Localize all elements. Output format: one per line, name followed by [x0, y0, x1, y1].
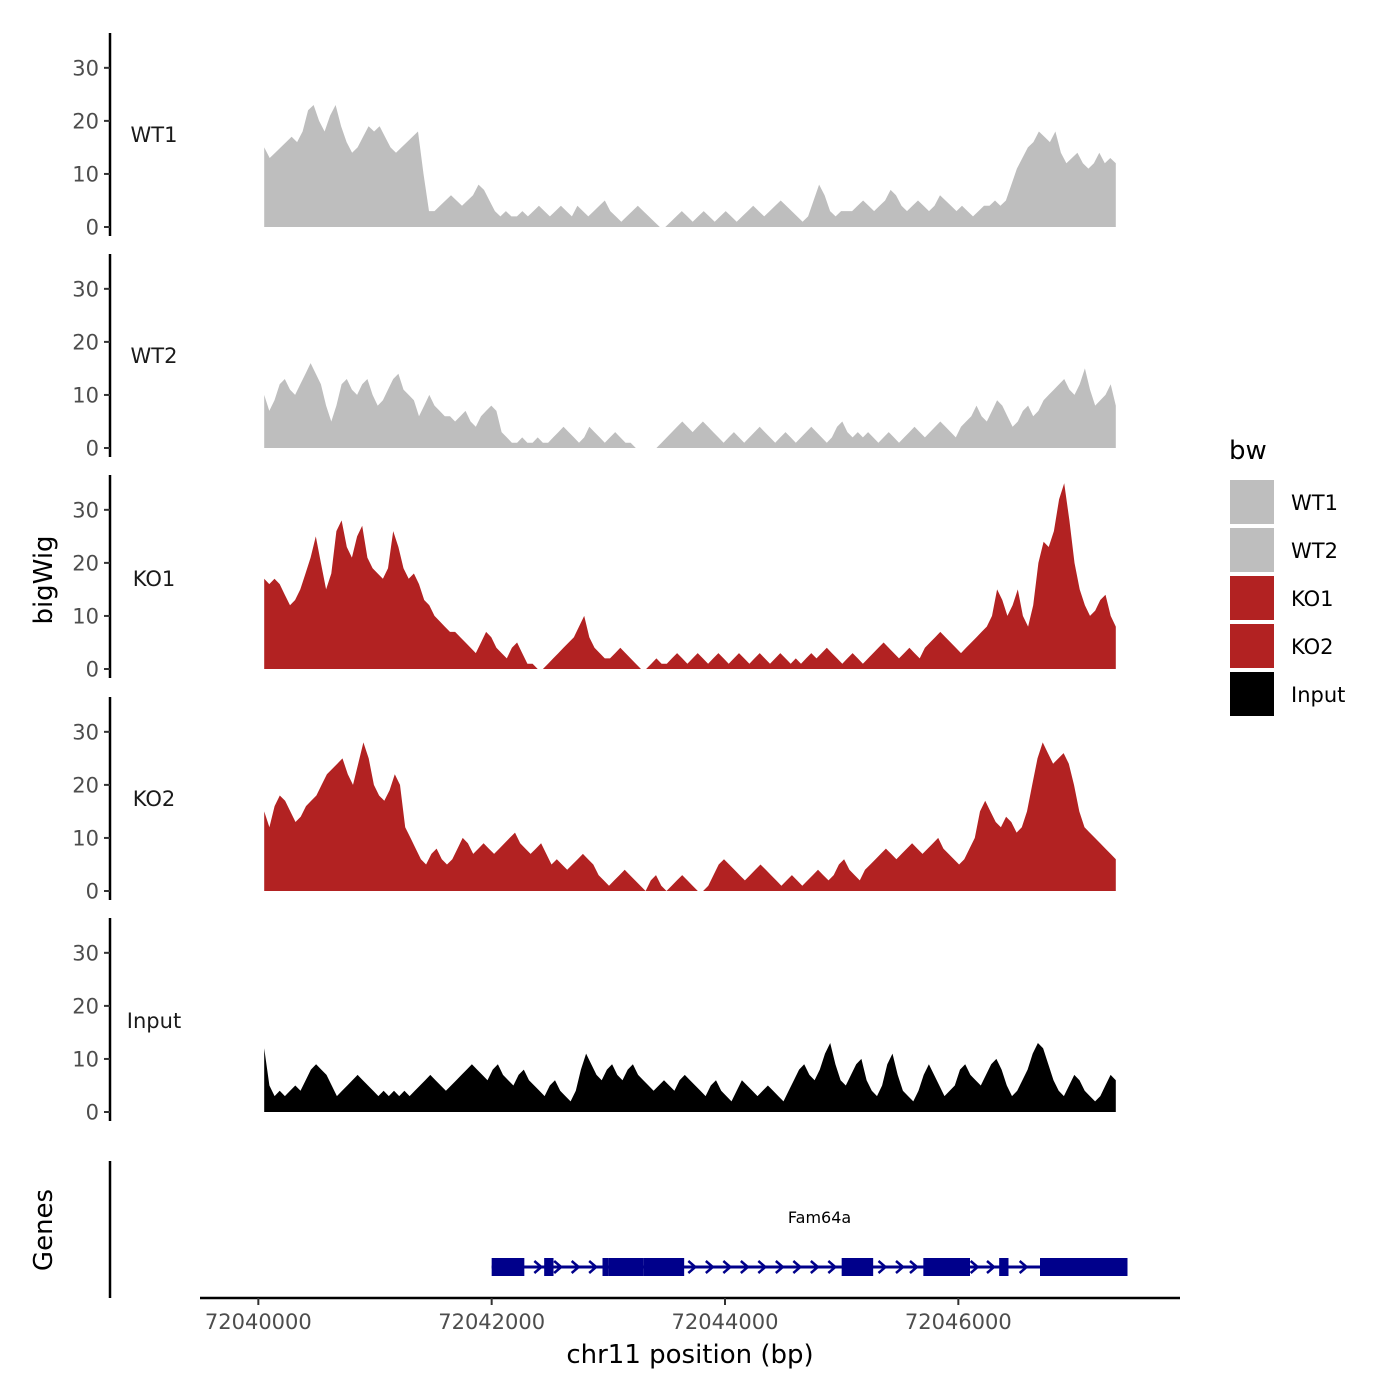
- legend-title: bw: [1229, 436, 1267, 466]
- y-tick-label: 30: [72, 277, 99, 301]
- strand-arrow: [570, 1260, 581, 1274]
- x-tick-label: 72044000: [672, 1310, 779, 1334]
- x-tick-label: 72040000: [205, 1310, 312, 1334]
- y-tick-label: 0: [86, 437, 99, 461]
- genes-axis-title: Genes: [29, 1189, 59, 1271]
- legend-swatch-ko1: [1230, 576, 1274, 620]
- y-tick-label: 0: [86, 880, 99, 904]
- strand-arrow: [895, 1260, 905, 1274]
- y-axes: 0 10 20 30 0 10 20 30 0 10 20 30 0 10 20 30 0 10 20 30: [72, 33, 112, 1125]
- x-axis-title: chr11 position (bp): [566, 1340, 813, 1370]
- legend-swatch-ko2: [1230, 624, 1274, 668]
- legend-label-ko2: KO2: [1291, 635, 1334, 659]
- x-tick-label: 72046000: [905, 1310, 1012, 1334]
- y-tick-label: 30: [72, 498, 99, 522]
- strand-arrow: [687, 1260, 698, 1274]
- legend-label-wt2: WT2: [1291, 539, 1338, 563]
- y-tick-label: 10: [72, 604, 99, 628]
- y-tick-label: 0: [86, 658, 99, 682]
- track-area-wt2: [264, 363, 1116, 448]
- strand-arrow: [722, 1260, 733, 1274]
- gene-exon: [999, 1258, 1009, 1276]
- gene-exon: [491, 1258, 525, 1276]
- legend-swatch-input: [1230, 672, 1274, 716]
- strand-arrow: [909, 1260, 919, 1274]
- gene-exon: [544, 1258, 554, 1276]
- y-tick-label: 30: [72, 720, 99, 744]
- gene-track: Fam64a: [108, 1161, 1128, 1298]
- track-label-wt2: WT2: [131, 344, 178, 368]
- gene-exon: [643, 1258, 685, 1276]
- track-label-wt1: WT1: [131, 123, 178, 147]
- legend-swatch-wt1: [1230, 480, 1274, 524]
- strand-arrow: [705, 1260, 715, 1274]
- legend-label-wt1: WT1: [1291, 491, 1338, 515]
- y-tick-label: 10: [72, 826, 99, 850]
- y-tick-label: 10: [72, 383, 99, 407]
- y-tick-label: 20: [72, 330, 99, 354]
- strand-arrow: [986, 1260, 996, 1274]
- gene-exon: [608, 1258, 644, 1276]
- y-axis-title: bigWig: [29, 535, 59, 624]
- track-area-ko2: [264, 742, 1116, 891]
- gene-name-label: Fam64a: [788, 1208, 851, 1227]
- y-tick-label: 20: [72, 551, 99, 575]
- strand-arrow: [588, 1260, 599, 1274]
- strand-arrow: [553, 1260, 564, 1274]
- y-tick-label: 10: [72, 1047, 99, 1071]
- x-tick-label: 72042000: [438, 1310, 545, 1334]
- strand-arrow: [877, 1260, 888, 1274]
- y-tick-label: 30: [72, 56, 99, 80]
- strand-arrow: [810, 1260, 820, 1274]
- track-label-ko2: KO2: [133, 787, 176, 811]
- y-tick-label: 20: [72, 994, 99, 1018]
- legend-label-input: Input: [1291, 683, 1345, 707]
- track-label-input: Input: [127, 1009, 181, 1033]
- signal-tracks: WT1 WT2 KO1 KO2 Input: [127, 105, 1116, 1112]
- x-axis: 72040000 72042000 72044000 72046000: [200, 1296, 1180, 1334]
- track-label-ko1: KO1: [133, 567, 176, 591]
- strand-arrow: [740, 1260, 750, 1274]
- strand-arrow: [775, 1260, 785, 1274]
- y-tick-label: 10: [72, 162, 99, 186]
- y-tick-label: 20: [72, 109, 99, 133]
- strand-arrow: [533, 1260, 544, 1274]
- y-tick-label: 30: [72, 941, 99, 965]
- track-area-ko1: [264, 483, 1116, 669]
- y-tick-label: 20: [72, 773, 99, 797]
- strand-arrow: [792, 1260, 803, 1274]
- legend: bw WT1 WT2 KO1 KO2 Input: [1229, 436, 1345, 716]
- gene-exon: [602, 1258, 609, 1276]
- track-area-input: [264, 1043, 1116, 1112]
- gene-exon: [1040, 1258, 1128, 1276]
- strand-arrow: [827, 1260, 838, 1274]
- track-area-wt1: [264, 105, 1116, 227]
- y-tick-label: 0: [86, 1101, 99, 1125]
- y-tick-label: 0: [86, 216, 99, 240]
- strand-arrow: [1018, 1260, 1029, 1274]
- strand-arrow: [969, 1260, 980, 1274]
- strand-arrow: [757, 1260, 768, 1274]
- gene-exon: [841, 1258, 874, 1276]
- legend-label-ko1: KO1: [1291, 587, 1334, 611]
- gene-exon: [923, 1258, 970, 1276]
- legend-swatch-wt2: [1230, 528, 1274, 572]
